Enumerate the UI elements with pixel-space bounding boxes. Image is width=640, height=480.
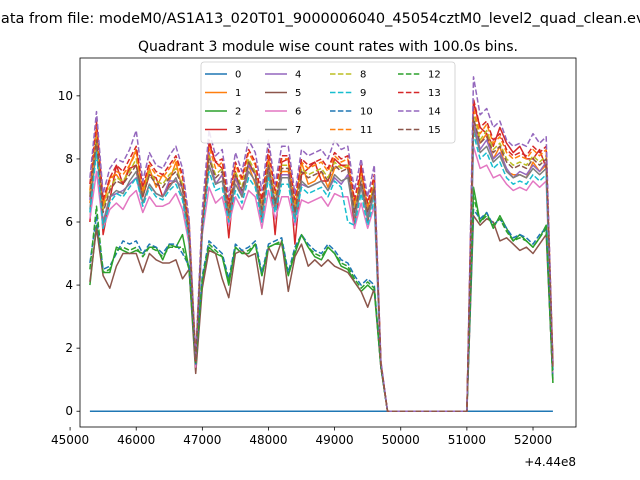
x-tick-label: 46000: [117, 433, 155, 447]
legend-label-11: 11: [360, 125, 373, 136]
legend-box: [200, 61, 456, 144]
figure-suptitle: Data from file: modeM0/AS1A13_020T01_900…: [0, 11, 640, 27]
series-line-13: [89, 98, 554, 412]
series-line-11: [89, 107, 554, 412]
legend-label-8: 8: [360, 70, 366, 81]
legend-label-4: 4: [295, 70, 301, 81]
series-line-6: [89, 145, 554, 412]
x-tick-label: 50000: [382, 433, 420, 447]
legend-label-14: 14: [428, 107, 441, 118]
x-tick-label: 47000: [183, 433, 221, 447]
series-line-2: [89, 186, 554, 412]
axis-ticks: 45000 46000 47000 48000 49000 50000 51000 52000…: [51, 89, 552, 447]
legend-label-2: 2: [235, 107, 241, 118]
plot-area: [89, 76, 554, 412]
y-tick-label: 2: [65, 341, 73, 355]
series-line-12: [89, 196, 554, 412]
legend-label-1: 1: [235, 88, 241, 99]
y-tick-label: 0: [65, 404, 73, 418]
x-offset-label: +4.44e8: [524, 455, 576, 469]
x-tick-label: 51000: [448, 433, 486, 447]
series-line-15: [89, 117, 554, 412]
x-tick-label: 45000: [51, 433, 89, 447]
series-line-5: [89, 214, 554, 412]
series-line-8: [89, 110, 554, 412]
series-line-10: [89, 208, 554, 412]
y-tick-label: 6: [65, 215, 73, 229]
legend-label-9: 9: [360, 88, 366, 99]
series-line-7: [89, 126, 554, 412]
series-line-14: [89, 76, 554, 412]
legend-label-10: 10: [360, 107, 373, 118]
legend-label-6: 6: [295, 107, 301, 118]
y-tick-label: 4: [65, 278, 73, 292]
legend-label-7: 7: [295, 125, 301, 136]
chart-title: Quadrant 3 module wise count rates with …: [138, 39, 518, 55]
series-line-9: [89, 132, 554, 412]
axes-frame: [79, 57, 577, 428]
y-tick-label: 10: [58, 89, 73, 103]
legend-label-12: 12: [428, 70, 441, 81]
legend-label-13: 13: [428, 88, 441, 99]
y-tick-label: 8: [65, 152, 73, 166]
x-tick-label: 49000: [316, 433, 354, 447]
legend-label-5: 5: [295, 88, 301, 99]
legend-label-0: 0: [235, 70, 241, 81]
x-tick-label: 48000: [249, 433, 287, 447]
legend-label-15: 15: [428, 125, 441, 136]
legend-label-3: 3: [235, 125, 241, 136]
x-tick-label: 52000: [514, 433, 552, 447]
